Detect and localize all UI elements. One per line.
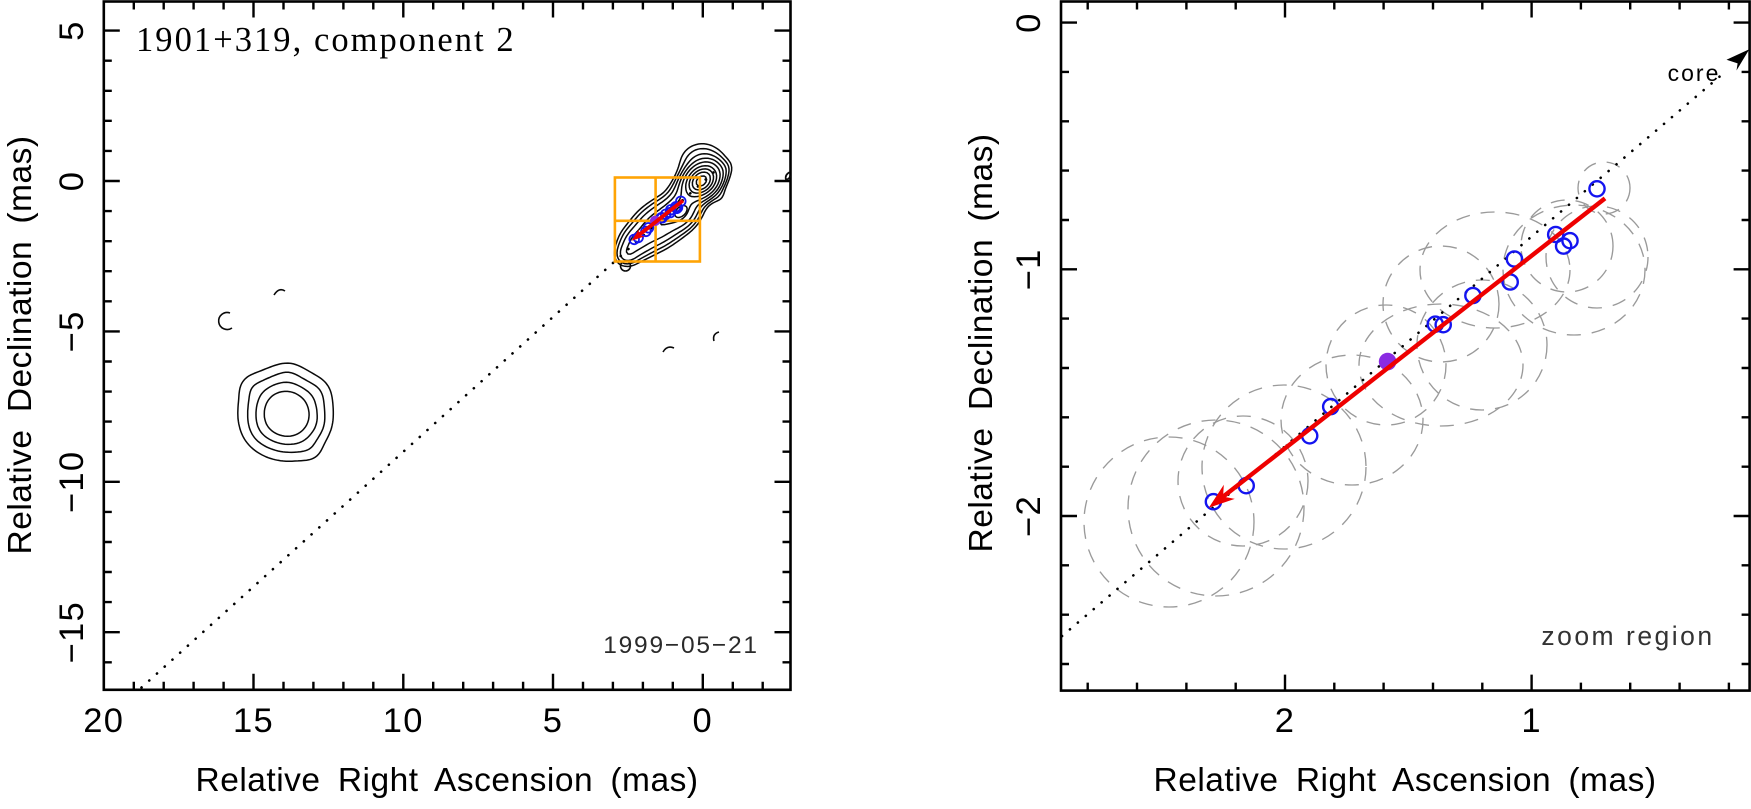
svg-text:1999−05−21: 1999−05−21 xyxy=(603,632,759,659)
svg-text:core: core xyxy=(1668,60,1721,86)
svg-text:0: 0 xyxy=(1010,12,1048,32)
svg-text:Relative Declination (mas): Relative Declination (mas) xyxy=(963,134,1000,553)
svg-text:20: 20 xyxy=(83,702,124,740)
svg-text:1901+319, component 2: 1901+319, component 2 xyxy=(136,21,516,59)
svg-text:−2: −2 xyxy=(1010,495,1048,537)
svg-text:10: 10 xyxy=(383,702,424,740)
svg-text:2: 2 xyxy=(1275,702,1296,740)
svg-text:Relative Declination (mas): Relative Declination (mas) xyxy=(2,136,39,555)
svg-text:1: 1 xyxy=(1521,702,1542,740)
svg-text:−1: −1 xyxy=(1010,248,1048,290)
svg-text:Relative Right Ascension (mas): Relative Right Ascension (mas) xyxy=(196,762,699,799)
svg-text:0: 0 xyxy=(53,171,91,192)
svg-text:−15: −15 xyxy=(53,601,91,663)
svg-text:15: 15 xyxy=(233,702,274,740)
svg-text:5: 5 xyxy=(53,20,91,40)
svg-text:−5: −5 xyxy=(53,310,91,352)
svg-text:Relative Right Ascension (mas): Relative Right Ascension (mas) xyxy=(1154,762,1657,799)
svg-text:5: 5 xyxy=(543,702,564,740)
svg-text:−10: −10 xyxy=(53,451,91,513)
svg-text:0: 0 xyxy=(693,702,714,740)
svg-text:zoom region: zoom region xyxy=(1541,621,1714,651)
